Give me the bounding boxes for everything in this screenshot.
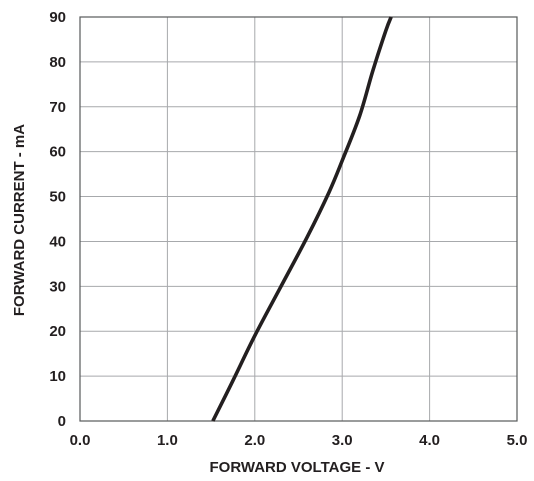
- y-tick-label: 20: [49, 323, 66, 340]
- x-axis-ticks: 0.0 1.0 2.0 3.0 4.0 5.0: [70, 432, 528, 449]
- y-tick-label: 10: [49, 368, 66, 385]
- y-axis-ticks: 0 10 20 30 40 50 60 70 80 90: [49, 9, 66, 430]
- y-tick-label: 70: [49, 99, 66, 116]
- x-tick-label: 4.0: [419, 432, 440, 449]
- x-tick-label: 3.0: [332, 432, 353, 449]
- grid: [79, 16, 518, 422]
- plot-frame: [79, 16, 518, 422]
- y-tick-label: 60: [49, 144, 66, 161]
- x-tick-label: 0.0: [70, 432, 91, 449]
- y-tick-label: 40: [49, 233, 66, 250]
- x-tick-label: 5.0: [507, 432, 528, 449]
- y-tick-label: 90: [49, 9, 66, 26]
- y-tick-label: 0: [58, 413, 66, 430]
- y-tick-label: 30: [49, 278, 66, 295]
- x-tick-label: 1.0: [157, 432, 178, 449]
- series-layer: [211, 16, 393, 422]
- series-line: [211, 16, 393, 422]
- x-tick-label: 2.0: [244, 432, 265, 449]
- y-axis-title: FORWARD CURRENT - mA: [11, 124, 28, 316]
- y-tick-label: 50: [49, 189, 66, 206]
- y-tick-label: 80: [49, 54, 66, 71]
- x-axis-title: FORWARD VOLTAGE - V: [210, 459, 385, 476]
